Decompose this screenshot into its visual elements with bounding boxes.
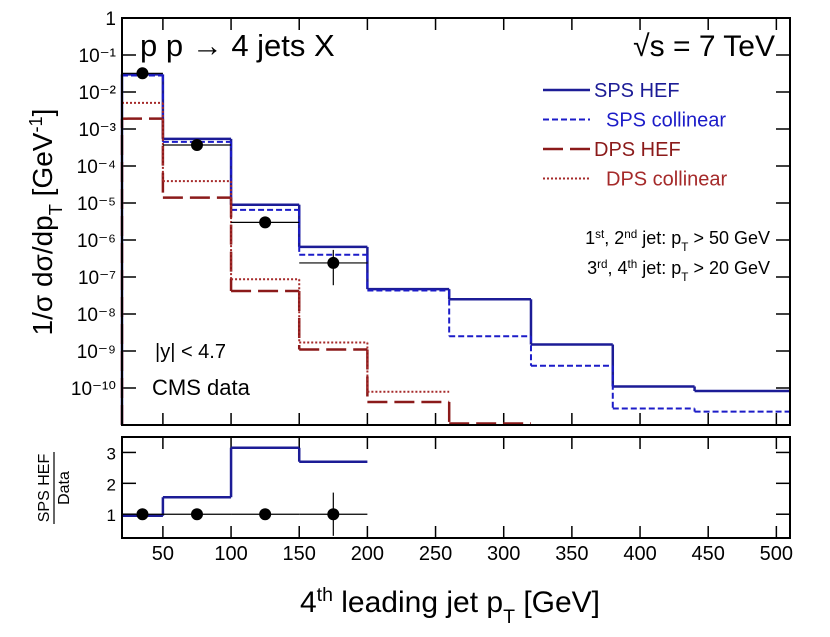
x-axis-label: 4th leading jet pT [GeV] bbox=[300, 584, 600, 628]
y-tick-label: 1 bbox=[105, 9, 116, 30]
cut-label: 3rd, 4th jet: pT > 20 GeV bbox=[587, 258, 770, 284]
energy-label: √s = 7 TeV bbox=[633, 30, 775, 63]
x-tick-label: 300 bbox=[487, 543, 520, 565]
plot-frame bbox=[121, 17, 791, 426]
y-tick-label: 10⁻⁹ bbox=[77, 342, 116, 363]
legend-label: DPS collinear bbox=[606, 169, 728, 191]
x-tick-label: 150 bbox=[283, 543, 316, 565]
x-tick-label: 400 bbox=[623, 543, 656, 565]
x-tick-label: 500 bbox=[760, 543, 793, 565]
y-tick-label: 10⁻⁶ bbox=[77, 231, 116, 252]
data-label: CMS data bbox=[152, 375, 251, 400]
data-point bbox=[259, 216, 272, 229]
x-tick-label: 100 bbox=[214, 543, 247, 565]
data-point bbox=[327, 508, 340, 521]
x-tick-label: 200 bbox=[351, 543, 384, 565]
ratio-denominator: Data bbox=[56, 471, 73, 505]
plot-frame bbox=[121, 436, 791, 539]
y-tick-label: 3 bbox=[107, 444, 116, 463]
legend-label: SPS collinear bbox=[606, 110, 726, 132]
y-axis-label: 1/σ dσ/dpT [GeV-1] bbox=[26, 109, 66, 336]
legend-label: SPS HEF bbox=[594, 80, 680, 102]
x-tick-label: 350 bbox=[555, 543, 588, 565]
y-tick-label: 1 bbox=[107, 506, 116, 525]
x-tick-label: 450 bbox=[692, 543, 725, 565]
chart-title: p p → 4 jets X bbox=[140, 28, 335, 63]
y-tick-label: 10⁻⁷ bbox=[78, 268, 116, 289]
x-tick-label: 50 bbox=[152, 543, 174, 565]
y-tick-label: 10⁻³ bbox=[79, 120, 117, 141]
y-tick-label: 10⁻⁸ bbox=[77, 305, 116, 326]
data-point bbox=[136, 508, 149, 521]
y-tick-label: 10⁻⁵ bbox=[77, 194, 116, 215]
ratio-numerator: SPS HEF bbox=[36, 454, 53, 523]
cut-label: 1st, 2nd jet: pT > 50 GeV bbox=[585, 228, 770, 254]
data-point bbox=[327, 256, 340, 269]
rapidity-label: |y| < 4.7 bbox=[155, 341, 226, 363]
data-point bbox=[190, 138, 203, 151]
y-tick-label: 10⁻⁴ bbox=[77, 157, 116, 178]
x-tick-label: 250 bbox=[419, 543, 452, 565]
data-point bbox=[136, 67, 149, 80]
data-point bbox=[259, 508, 272, 521]
y-tick-label: 10⁻² bbox=[79, 83, 117, 104]
legend-label: DPS HEF bbox=[594, 139, 681, 161]
ratio-label: SPS HEF Data bbox=[36, 452, 73, 524]
y-tick-label: 10⁻¹ bbox=[79, 46, 117, 67]
y-tick-label: 2 bbox=[107, 475, 116, 494]
y-tick-label: 10⁻¹⁰ bbox=[71, 379, 116, 400]
data-point bbox=[190, 508, 203, 521]
